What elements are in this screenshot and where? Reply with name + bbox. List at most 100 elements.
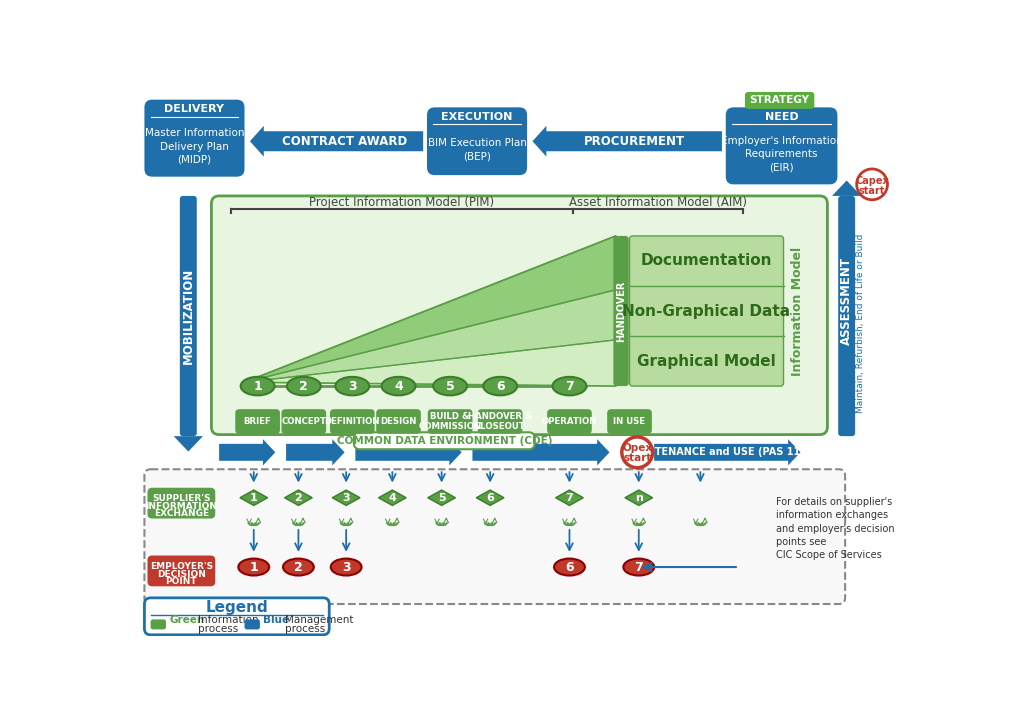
- FancyBboxPatch shape: [282, 409, 326, 434]
- Text: 3: 3: [342, 561, 350, 573]
- Text: Information Model: Information Model: [791, 247, 804, 375]
- Polygon shape: [625, 490, 652, 506]
- FancyBboxPatch shape: [180, 196, 197, 436]
- FancyBboxPatch shape: [330, 409, 375, 434]
- Text: 6: 6: [486, 493, 495, 503]
- Text: 7: 7: [565, 493, 573, 503]
- Text: 7: 7: [635, 561, 643, 573]
- Text: HANDOVER &
CLOSEOUT: HANDOVER & CLOSEOUT: [468, 412, 532, 431]
- FancyBboxPatch shape: [144, 469, 845, 604]
- Text: Legend: Legend: [206, 600, 268, 615]
- Text: 3: 3: [348, 380, 356, 393]
- Ellipse shape: [283, 558, 313, 576]
- Ellipse shape: [241, 377, 274, 395]
- Ellipse shape: [287, 377, 321, 395]
- Text: CONTRACT AWARD: CONTRACT AWARD: [282, 134, 407, 148]
- FancyBboxPatch shape: [745, 92, 814, 109]
- Text: MOBILIZATION: MOBILIZATION: [182, 268, 195, 364]
- Text: DESIGN: DESIGN: [380, 417, 417, 426]
- Text: EMPLOYER'S: EMPLOYER'S: [150, 562, 213, 571]
- FancyBboxPatch shape: [839, 196, 855, 436]
- FancyBboxPatch shape: [607, 409, 652, 434]
- Text: OPERATION: OPERATION: [542, 417, 597, 426]
- Ellipse shape: [433, 377, 467, 395]
- Text: PROCUREMENT: PROCUREMENT: [585, 134, 685, 148]
- Text: 2: 2: [295, 493, 302, 503]
- Text: 4: 4: [388, 493, 396, 503]
- Text: EXCHANGE: EXCHANGE: [154, 509, 209, 518]
- Text: Blue: Blue: [263, 615, 289, 625]
- Ellipse shape: [553, 377, 587, 395]
- Circle shape: [622, 437, 652, 468]
- Text: Non-Graphical Data: Non-Graphical Data: [623, 304, 791, 318]
- Text: BRIEF: BRIEF: [244, 417, 271, 426]
- Polygon shape: [333, 490, 360, 506]
- Polygon shape: [245, 236, 615, 386]
- Text: Master Information
Delivery Plan
(MIDP): Master Information Delivery Plan (MIDP): [144, 129, 244, 165]
- Polygon shape: [219, 439, 275, 465]
- Text: DELIVERY: DELIVERY: [165, 104, 224, 114]
- Text: 1: 1: [250, 561, 258, 573]
- Text: BUILD &
COMMISSION: BUILD & COMMISSION: [419, 412, 481, 431]
- FancyBboxPatch shape: [236, 409, 280, 434]
- Polygon shape: [245, 236, 615, 383]
- Text: COMMON DATA ENVIRONMENT (CDE): COMMON DATA ENVIRONMENT (CDE): [337, 435, 552, 445]
- Text: BIM Execution Plan
(BEP): BIM Execution Plan (BEP): [428, 138, 526, 162]
- Text: Management: Management: [286, 615, 354, 625]
- FancyBboxPatch shape: [245, 619, 260, 629]
- FancyBboxPatch shape: [613, 236, 629, 386]
- FancyBboxPatch shape: [547, 409, 592, 434]
- Text: 7: 7: [565, 380, 573, 393]
- Text: Capex: Capex: [855, 175, 889, 185]
- Ellipse shape: [483, 377, 517, 395]
- Text: Information: Information: [199, 615, 259, 625]
- Text: 1: 1: [253, 380, 262, 393]
- FancyBboxPatch shape: [151, 619, 166, 629]
- Text: Employer's Information
Requirements
(EIR): Employer's Information Requirements (EIR…: [721, 136, 843, 172]
- Polygon shape: [556, 490, 584, 506]
- Text: SUPPLIER'S: SUPPLIER'S: [153, 494, 211, 503]
- Text: n: n: [635, 493, 643, 503]
- Text: Documentation: Documentation: [641, 254, 772, 268]
- Text: start: start: [623, 453, 651, 463]
- Text: Graphical Model: Graphical Model: [637, 354, 776, 368]
- Ellipse shape: [239, 558, 269, 576]
- Text: Maintain, Refurbish, End of Life or Build: Maintain, Refurbish, End of Life or Buil…: [856, 234, 865, 413]
- Polygon shape: [285, 490, 312, 506]
- Polygon shape: [833, 180, 861, 196]
- Text: Green: Green: [169, 615, 205, 625]
- FancyBboxPatch shape: [478, 409, 522, 434]
- FancyBboxPatch shape: [376, 409, 421, 434]
- FancyBboxPatch shape: [427, 107, 527, 175]
- Text: 5: 5: [438, 493, 445, 503]
- Polygon shape: [245, 236, 615, 383]
- Text: process: process: [199, 623, 239, 633]
- Text: POINT: POINT: [166, 577, 198, 586]
- Text: HANDOVER: HANDOVER: [616, 280, 626, 342]
- Text: INFORMATION: INFORMATION: [145, 502, 217, 511]
- Polygon shape: [174, 436, 203, 452]
- Ellipse shape: [554, 558, 585, 576]
- Text: STRATEGY: STRATEGY: [750, 95, 810, 105]
- Polygon shape: [654, 439, 801, 465]
- FancyBboxPatch shape: [428, 409, 472, 434]
- Polygon shape: [240, 490, 267, 506]
- Polygon shape: [476, 490, 504, 506]
- Text: 5: 5: [445, 380, 455, 393]
- FancyBboxPatch shape: [144, 99, 245, 177]
- Text: Asset Information Model (AIM): Asset Information Model (AIM): [569, 197, 748, 209]
- Polygon shape: [250, 126, 423, 157]
- Text: start: start: [859, 185, 886, 195]
- FancyBboxPatch shape: [354, 433, 535, 449]
- Text: ASSESSMENT: ASSESSMENT: [840, 257, 853, 345]
- Text: 6: 6: [496, 380, 505, 393]
- Text: DEFINITION: DEFINITION: [325, 417, 380, 426]
- FancyBboxPatch shape: [147, 488, 215, 518]
- Text: IN USE: IN USE: [613, 417, 645, 426]
- FancyBboxPatch shape: [147, 556, 215, 586]
- Text: 3: 3: [342, 493, 350, 503]
- Ellipse shape: [331, 558, 361, 576]
- Text: Project Information Model (PIM): Project Information Model (PIM): [309, 197, 495, 209]
- Text: EXECUTION: EXECUTION: [441, 112, 513, 122]
- Ellipse shape: [624, 558, 654, 576]
